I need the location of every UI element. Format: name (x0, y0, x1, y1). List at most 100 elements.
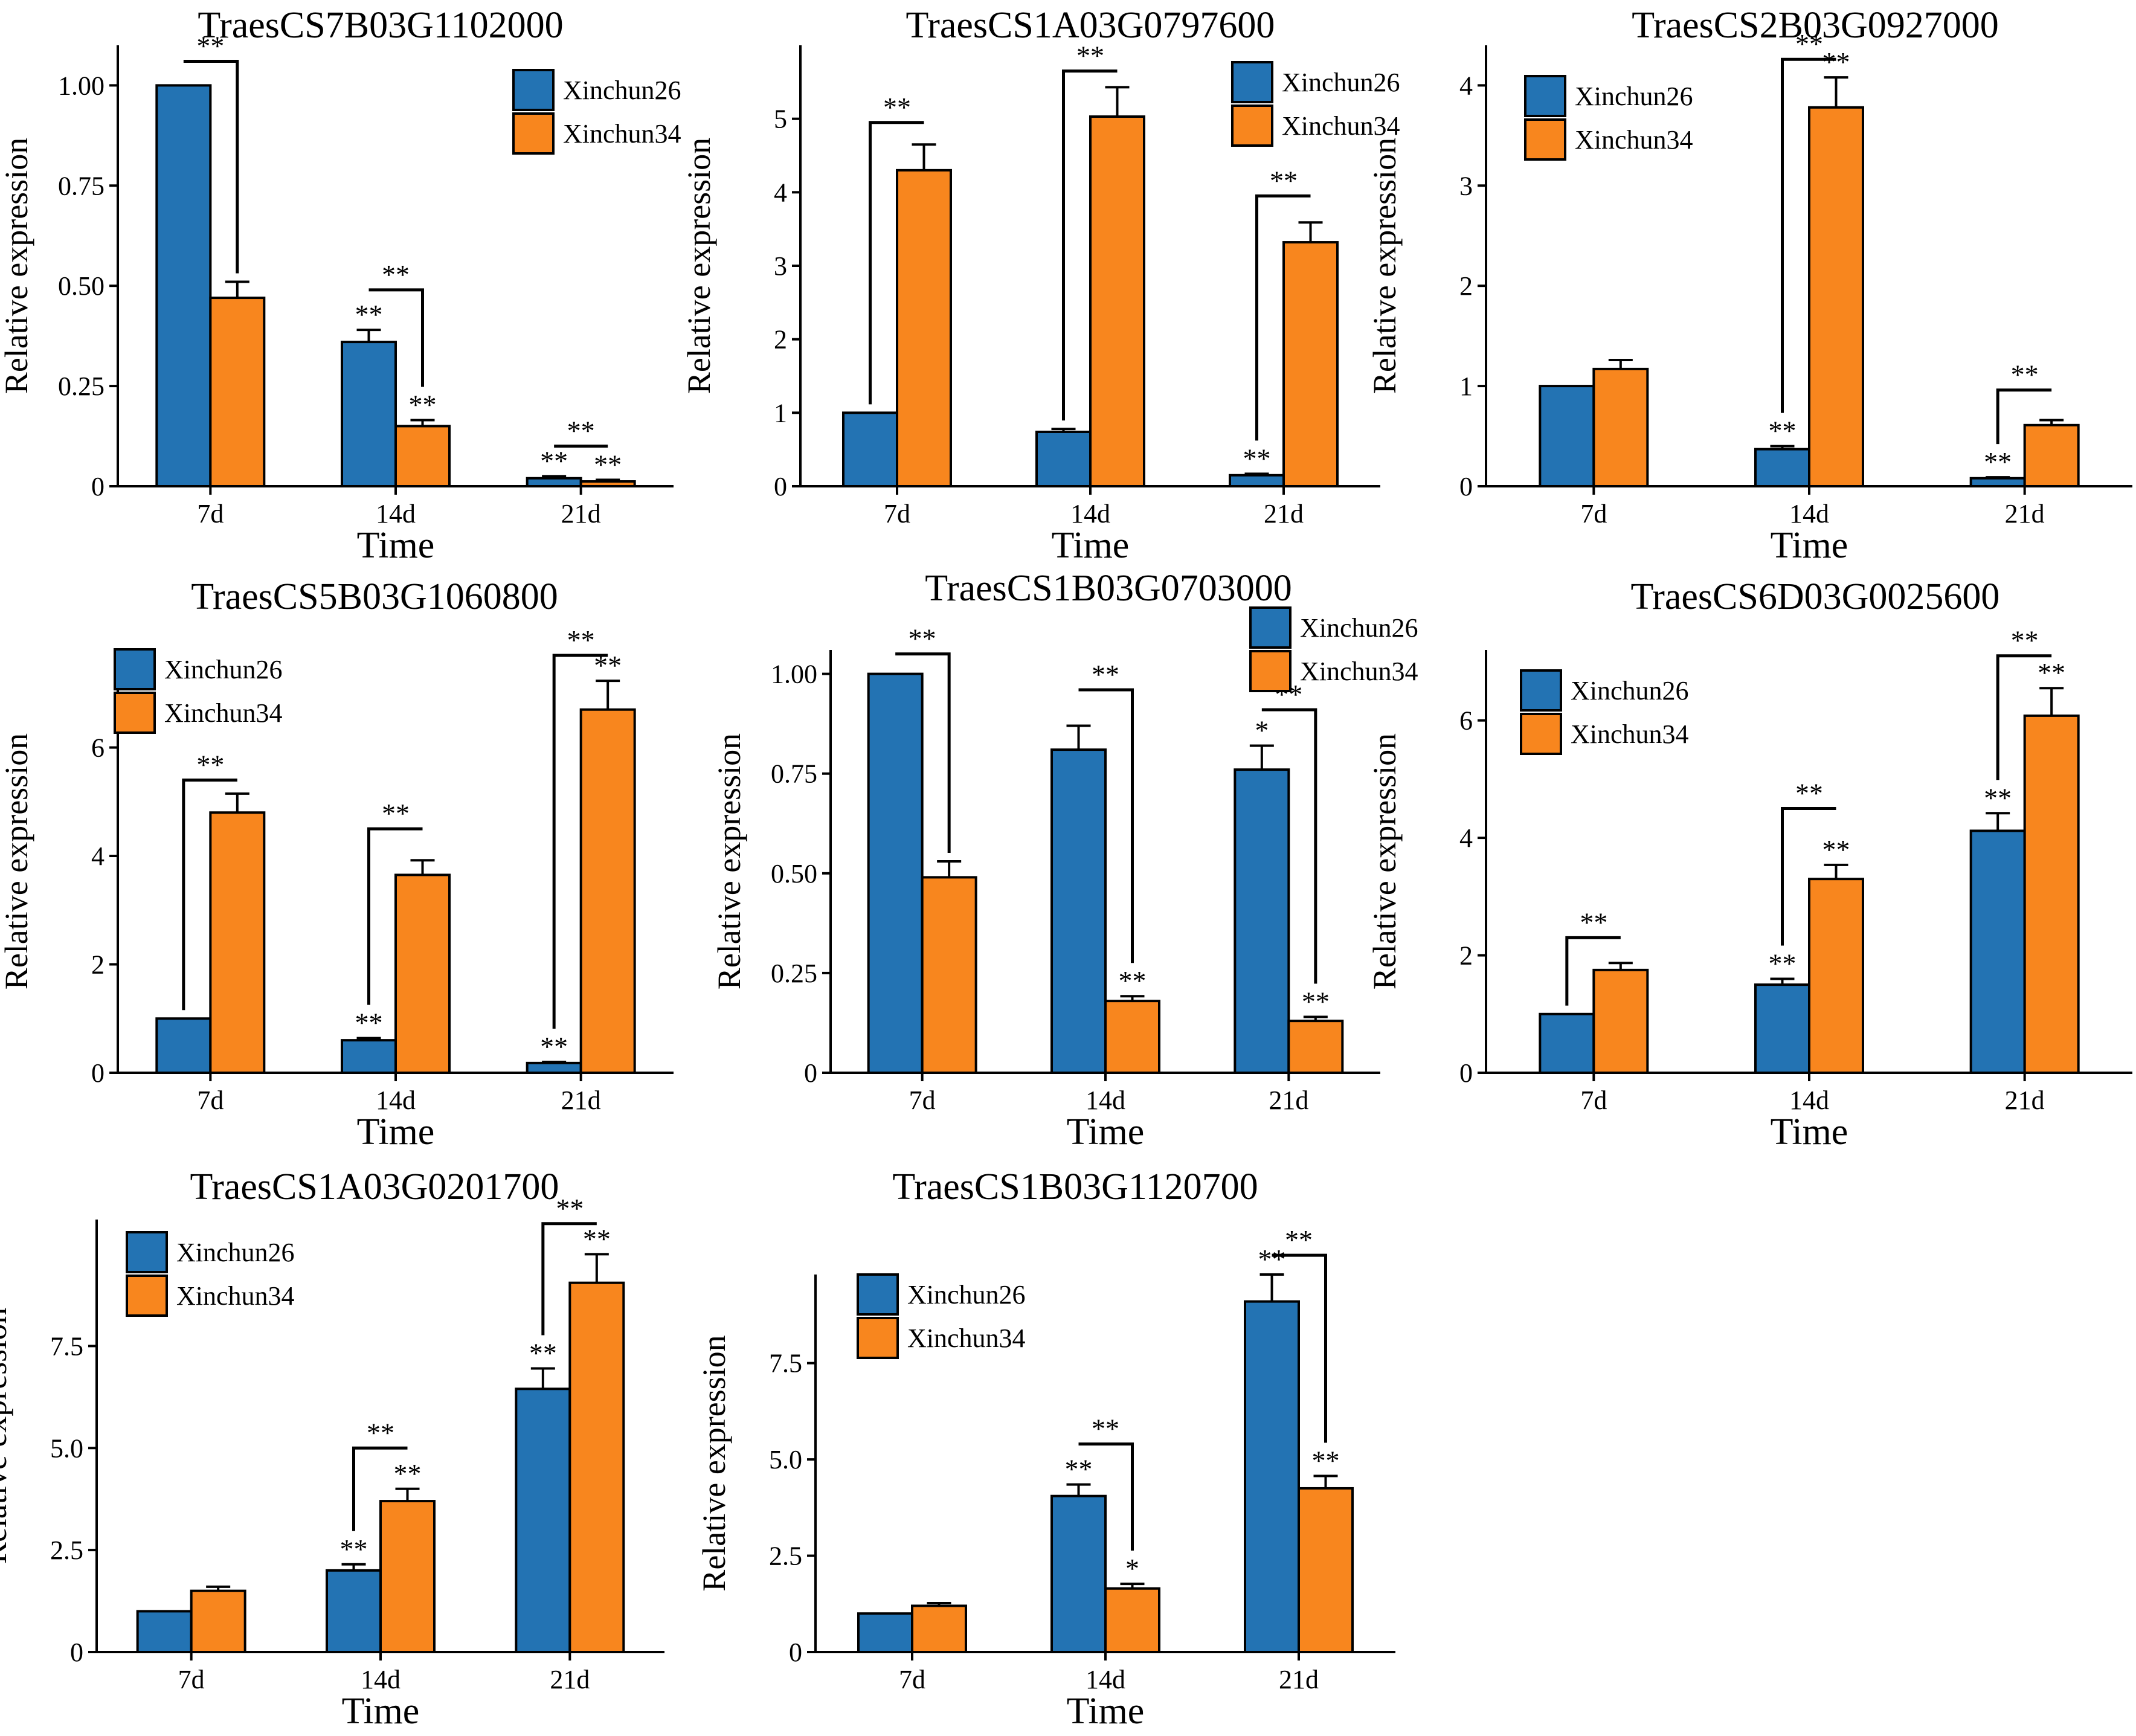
bar-xinchun26-14d[interactable] (1754, 983, 1810, 1074)
bar-xinchun26-7d[interactable] (155, 84, 212, 487)
chart-title: TraesCS1A03G0797600 (906, 5, 1275, 46)
bar-xinchun26-21d[interactable] (1244, 1300, 1300, 1653)
bar-xinchun34-14d[interactable] (1104, 1000, 1160, 1075)
bar-xinchun34-21d[interactable] (579, 708, 636, 1074)
bar-xinchun26-21d[interactable] (526, 1061, 582, 1075)
bar-xinchun34-21d[interactable] (1282, 241, 1339, 487)
bar-xinchun26-14d[interactable] (1050, 748, 1107, 1074)
x-tick-label: 21d (561, 499, 601, 529)
legend: Xinchun26 Xinchun34 (126, 1231, 295, 1317)
bracket-significance-label: ** (1076, 40, 1104, 71)
x-tick-label: 7d (1580, 1085, 1607, 1115)
significance-mark: ** (355, 299, 383, 330)
y-tick-label: 5.0 (769, 1445, 802, 1474)
comparison-bracket (183, 60, 239, 274)
bar-xinchun26-7d[interactable] (136, 1610, 193, 1654)
bar-xinchun26-14d[interactable] (326, 1569, 382, 1654)
bar-xinchun34-14d[interactable] (394, 425, 451, 487)
bar-xinchun34-21d[interactable] (579, 480, 636, 488)
chart-panel-4: TraesCS5B03G1060800 0 2 4 6 Relative expressi… (0, 576, 674, 1153)
x-axis-label: Time (1067, 1111, 1145, 1153)
bar-xinchun26-21d[interactable] (1229, 474, 1285, 487)
bar-xinchun26-14d[interactable] (1035, 430, 1092, 488)
significance-mark: ** (1769, 416, 1797, 446)
y-tick-label: 0 (1459, 472, 1473, 501)
bar-xinchun26-21d[interactable] (515, 1387, 571, 1654)
significance-mark: ** (340, 1534, 368, 1564)
significance-mark: ** (1984, 782, 2012, 813)
bar-xinchun26-21d[interactable] (1969, 829, 2026, 1074)
y-tick-label: 1.00 (771, 660, 817, 689)
x-tick-label: 14d (1789, 499, 1829, 529)
y-tick-label: 1.00 (58, 71, 105, 100)
bar-xinchun26-7d[interactable] (155, 1017, 212, 1075)
x-tick-label: 14d (1086, 1665, 1125, 1694)
y-tick-label: 2 (91, 950, 105, 980)
bar-xinchun34-7d[interactable] (209, 811, 266, 1074)
y-tick-label: 6 (1459, 706, 1473, 736)
bar-xinchun26-14d[interactable] (341, 1039, 397, 1074)
bar-xinchun34-14d[interactable] (379, 1500, 436, 1653)
y-tick-label: 0 (1459, 1058, 1473, 1088)
chart-panel-1: TraesCS7B03G1102000 0 0.25 0.50 0.75 1.00 Rela… (0, 5, 681, 566)
bar-xinchun34-7d[interactable] (911, 1604, 967, 1654)
bar-xinchun34-21d[interactable] (2023, 714, 2080, 1074)
legend-label-xinchun34: Xinchun34 (563, 119, 681, 149)
chart-title: TraesCS5B03G1060800 (191, 576, 558, 617)
bar-xinchun34-7d[interactable] (190, 1589, 246, 1653)
bar-xinchun34-14d[interactable] (1808, 106, 1864, 487)
bar-xinchun34-7d[interactable] (1592, 968, 1649, 1074)
y-tick-label: 5.0 (50, 1433, 83, 1463)
bar-xinchun34-7d[interactable] (1592, 367, 1649, 487)
x-axis-label: Time (357, 1111, 435, 1153)
comparison-bracket (352, 1446, 408, 1531)
bar-xinchun26-14d[interactable] (341, 341, 397, 487)
bar-xinchun26-7d[interactable] (857, 1612, 913, 1654)
bar-xinchun26-21d[interactable] (526, 477, 582, 488)
x-tick-label: 7d (899, 1665, 925, 1694)
legend-swatch-xinchun26 (512, 69, 555, 111)
y-tick-label: 0.25 (58, 371, 105, 401)
bar-xinchun34-14d[interactable] (1808, 878, 1864, 1074)
legend-label-xinchun26: Xinchun26 (1300, 613, 1418, 643)
chart-panel-6: TraesCS6D03G0025600 0 2 4 6 Relative expressi… (1366, 576, 2132, 1153)
bracket-significance-label: ** (2011, 359, 2039, 390)
y-tick-label: 0.50 (58, 271, 105, 301)
bar-xinchun26-21d[interactable] (1234, 768, 1290, 1074)
y-axis-label: Relative expression (711, 733, 747, 989)
bar-xinchun34-14d[interactable] (394, 873, 451, 1075)
y-axis-label: Relative expression (0, 1308, 13, 1564)
legend-label-xinchun34: Xinchun34 (1282, 111, 1400, 141)
comparison-bracket (1781, 807, 1836, 946)
bar-xinchun34-21d[interactable] (2023, 423, 2080, 488)
y-tick-label: 2 (1459, 941, 1473, 971)
bar-xinchun26-21d[interactable] (1969, 477, 2026, 488)
legend-swatch-xinchun34 (1520, 713, 1562, 755)
bar-xinchun34-7d[interactable] (921, 876, 977, 1074)
legend-label-xinchun26: Xinchun26 (1575, 82, 1693, 111)
bar-xinchun26-14d[interactable] (1050, 1494, 1107, 1654)
bar-xinchun26-7d[interactable] (1539, 1012, 1595, 1075)
bar-xinchun34-21d[interactable] (1287, 1020, 1344, 1075)
bar-xinchun34-7d[interactable] (896, 169, 952, 488)
bar-xinchun34-14d[interactable] (1104, 1587, 1160, 1654)
comparison-bracket (1781, 57, 1836, 413)
comparison-bracket (1062, 69, 1118, 421)
y-tick-label: 2.5 (50, 1535, 83, 1565)
y-tick-label: 0.75 (771, 759, 817, 789)
legend-label-xinchun26: Xinchun26 (1282, 68, 1400, 97)
bar-xinchun26-7d[interactable] (842, 411, 898, 487)
bar-xinchun26-7d[interactable] (1539, 385, 1595, 487)
bracket-significance-label: ** (567, 416, 595, 446)
legend-swatch-xinchun34 (1524, 118, 1566, 161)
bar-xinchun34-21d[interactable] (1298, 1487, 1354, 1654)
bar-xinchun26-14d[interactable] (1754, 448, 1810, 488)
significance-mark: ** (1302, 986, 1330, 1017)
legend-swatch-xinchun26 (857, 1273, 899, 1316)
significance-mark: * (1125, 1553, 1139, 1584)
bar-xinchun34-14d[interactable] (1089, 115, 1145, 487)
bar-xinchun26-7d[interactable] (867, 672, 924, 1075)
legend: Xinchun26 Xinchun34 (1520, 669, 1689, 755)
bar-xinchun34-7d[interactable] (209, 297, 266, 487)
bar-xinchun34-21d[interactable] (568, 1281, 625, 1653)
